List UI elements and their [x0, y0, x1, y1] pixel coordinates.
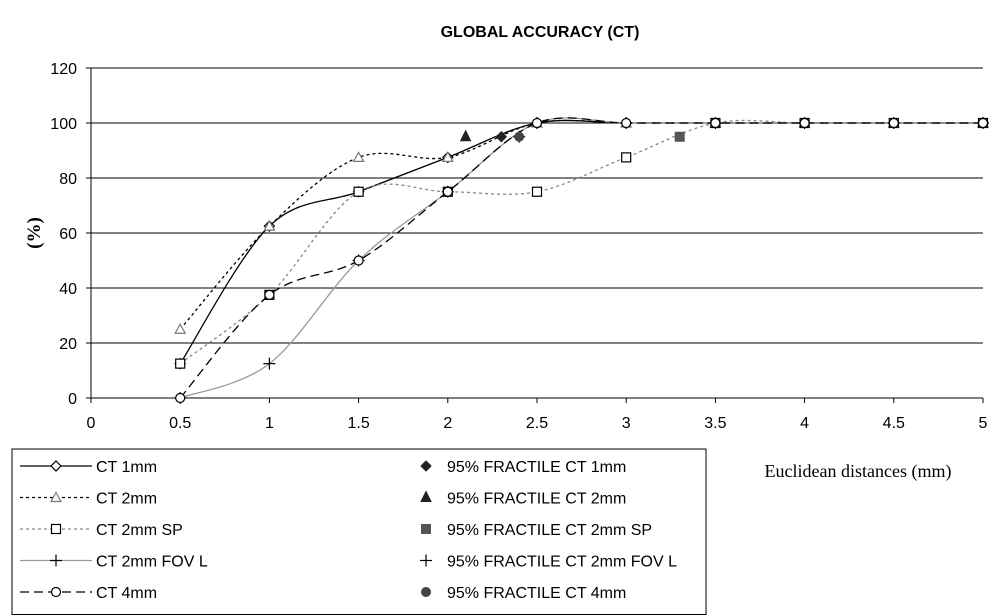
legend-entry: 95% FRACTILE CT 2mm [420, 490, 626, 508]
data-point [621, 117, 632, 129]
series-line [179, 119, 983, 365]
x-tick-label: 3 [622, 415, 631, 432]
series-2 [175, 117, 989, 369]
data-point [353, 186, 364, 197]
y-tick-label: 60 [59, 226, 77, 243]
series-line [179, 119, 983, 364]
series-4 [175, 117, 989, 404]
data-point [264, 289, 275, 300]
series-lines [174, 116, 990, 404]
legend-label: CT 4mm [96, 585, 157, 602]
x-tick-label: 5 [979, 415, 988, 432]
legend-marker [50, 554, 62, 567]
y-tick-label: 20 [59, 336, 77, 353]
legend-entry: CT 1mm [20, 459, 157, 476]
data-point [174, 323, 187, 334]
data-point [799, 117, 810, 129]
data-point [263, 219, 276, 231]
x-tick-label: 0.5 [169, 415, 191, 432]
legend-marker [50, 460, 62, 472]
y-tick-label: 100 [50, 116, 77, 133]
x-tick-label: 4 [800, 415, 809, 432]
y-axis-label: (%) [24, 217, 45, 249]
x-tick-label: 3.5 [704, 415, 726, 432]
legend-marker [50, 523, 62, 535]
legend-marker [420, 490, 432, 502]
x-axis-label: Euclidean distances (mm) [765, 461, 952, 482]
x-tick-label: 4.5 [883, 415, 905, 432]
data-point [888, 117, 899, 129]
legend-marker [49, 491, 63, 503]
legend-entry: CT 2mm [20, 491, 157, 508]
y-tick-label: 120 [50, 61, 77, 78]
x-tick-label: 2.5 [526, 415, 548, 432]
data-point [442, 186, 453, 197]
data-point [977, 117, 989, 129]
legend-label: 95% FRACTILE CT 1mm [447, 459, 626, 476]
legend-label: CT 2mm FOV L [96, 554, 208, 571]
fractile-markers [459, 129, 685, 143]
legend-label: 95% FRACTILE CT 2mm FOV L [447, 554, 677, 571]
series-line [179, 117, 983, 399]
y-tick-label: 0 [68, 391, 77, 408]
legend-label: 95% FRACTILE CT 4mm [447, 585, 626, 602]
data-point [531, 117, 543, 129]
legend-entry: CT 4mm [20, 585, 157, 602]
data-point [263, 357, 276, 370]
data-point [531, 186, 543, 197]
fractile-point [674, 131, 685, 142]
legend-entry: CT 2mm SP [20, 522, 183, 539]
data-point [175, 392, 186, 404]
legend-entry: CT 2mm FOV L [20, 554, 208, 571]
legend-marker [420, 554, 432, 567]
fractile-point [495, 131, 508, 143]
series-0 [174, 117, 989, 370]
y-tick-label: 80 [59, 171, 77, 188]
data-point [441, 151, 454, 162]
gridlines [91, 67, 983, 344]
axes: 0 20 40 60 80 100 120 0 0.5 1 1.5 2 2.5 3 3.5 4 4.5 5 [50, 61, 987, 432]
data-point [710, 117, 721, 129]
y-tick-label: 40 [59, 281, 77, 298]
series-1 [174, 116, 990, 334]
legend-label: CT 2mm [96, 491, 157, 508]
legend-marker [421, 587, 431, 597]
fractile-point [459, 129, 472, 142]
legend-entry: 95% FRACTILE CT 4mm [421, 585, 626, 602]
legend-marker [420, 460, 432, 472]
legend-entry: 95% FRACTILE CT 2mm SP [421, 522, 652, 539]
legend-marker [50, 586, 62, 598]
series-line [179, 119, 983, 330]
legend-label: 95% FRACTILE CT 2mm SP [447, 522, 652, 539]
x-tick-label: 2 [443, 415, 452, 432]
legend-label: CT 2mm SP [96, 522, 183, 539]
x-tick-label: 1 [265, 415, 274, 432]
x-tick-label: 0 [87, 415, 96, 432]
series-line [179, 117, 983, 399]
legend-entry: 95% FRACTILE CT 1mm [420, 459, 626, 476]
fractile-point [514, 131, 525, 142]
legend: CT 1mm CT 2mm CT 2mm SP CT 2mm FOV L CT 4mm 9… [11, 448, 707, 615]
x-tick-label: 1.5 [347, 415, 369, 432]
data-point [621, 152, 632, 163]
legend-entry: 95% FRACTILE CT 2mm FOV L [420, 554, 677, 571]
legend-box [11, 448, 707, 615]
chart-title: GLOBAL ACCURACY (CT) [441, 24, 640, 41]
data-point [352, 151, 365, 162]
legend-marker [421, 524, 431, 534]
legend-label: CT 1mm [96, 459, 157, 476]
legend-label: 95% FRACTILE CT 2mm [447, 491, 626, 508]
data-point [175, 358, 186, 369]
data-point [353, 255, 364, 266]
series-3 [174, 117, 989, 404]
